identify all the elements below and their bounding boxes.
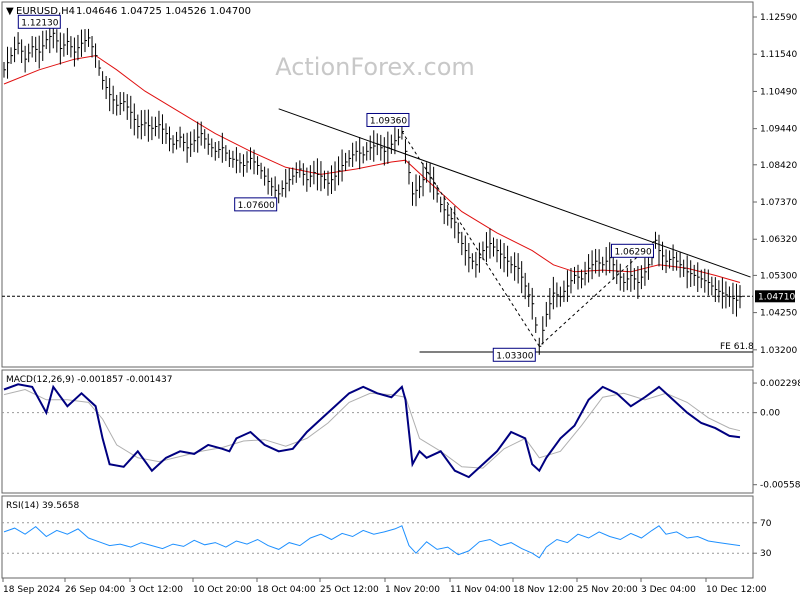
x-tick-label: 11 Nov 04:00 <box>450 585 511 595</box>
x-tick-label: 3 Dec 04:00 <box>641 585 696 595</box>
annotation-label: 1.09360 <box>370 116 407 126</box>
rsi-tick-label: 30 <box>760 549 772 559</box>
rsi-line <box>3 525 741 559</box>
x-tick-label: 25 Oct 12:00 <box>320 585 379 595</box>
annotation-box <box>610 243 654 258</box>
price-tick-label: 1.10490 <box>760 87 797 97</box>
macd-signal-line <box>3 388 741 469</box>
x-tick-label: 25 Nov 20:00 <box>577 585 638 595</box>
fe-label: FE 61.8 <box>720 342 754 352</box>
rsi-tick-label: 70 <box>760 519 772 529</box>
annotation-box <box>492 347 536 362</box>
annotation-box <box>17 14 61 29</box>
price-tick-label: 1.04250 <box>760 309 797 319</box>
x-tick-label: 26 Sep 04:00 <box>65 585 125 595</box>
annotation-label: 1.07600 <box>238 201 275 211</box>
annotation-label: 1.12130 <box>21 18 58 28</box>
price-tick-label: 1.03200 <box>760 346 797 356</box>
rsi-layer <box>2 522 753 559</box>
x-tick-label: 10 Dec 12:00 <box>706 585 767 595</box>
current-price-label: 1.04710 <box>758 292 795 302</box>
macd-tick-label: 0.00 <box>760 409 780 419</box>
macd-tick-label: 0.002298 <box>760 379 800 389</box>
macd-line <box>3 383 741 479</box>
header-symbol: EURUSD,H4 <box>16 6 75 17</box>
price-tick-label: 1.05300 <box>760 271 797 281</box>
macd-panel-frame <box>1 369 754 494</box>
fib-projection-line <box>401 131 656 348</box>
annotation-label: 1.06290 <box>614 247 651 257</box>
price-tick-label: 1.12590 <box>760 13 797 23</box>
x-tick-label: 18 Sep 2024 <box>3 585 60 595</box>
watermark: ActionForex.com <box>275 53 475 81</box>
header-arrow: ▼ <box>6 6 14 17</box>
header-ohlc: 1.04646 1.04725 1.04526 1.04700 <box>76 6 251 17</box>
price-panel-frame <box>1 1 754 368</box>
price-tick-label: 1.09440 <box>760 125 797 135</box>
macd-title: MACD(12,26,9) -0.001857 -0.001437 <box>6 375 172 385</box>
x-tick-label: 18 Oct 04:00 <box>257 585 316 595</box>
annotation-box <box>366 112 410 127</box>
panel-frames <box>1 1 754 579</box>
macd-layer <box>2 383 753 479</box>
annotation-label: 1.03300 <box>496 351 533 361</box>
price-tick-label: 1.08420 <box>760 161 797 171</box>
price-tick-label: 1.11540 <box>760 50 797 60</box>
rsi-title: RSI(14) 39.5658 <box>6 501 79 511</box>
price-layer: FE 61.8 1.12130 1.07600 1.09360 1.03300 1.062… <box>2 14 754 362</box>
axis-layer: 1.12590 1.11540 1.10490 1.09440 1.08420 1.073… <box>2 13 800 595</box>
price-tick-label: 1.06320 <box>760 235 797 245</box>
x-tick-label: 3 Oct 12:00 <box>130 585 183 595</box>
ema-line <box>3 55 741 283</box>
macd-tick-label: -0.005589 <box>760 481 800 491</box>
x-tick-label: 18 Nov 12:00 <box>513 585 574 595</box>
rsi-panel-frame <box>1 495 754 579</box>
x-tick-label: 1 Nov 20:00 <box>385 585 440 595</box>
x-tick-label: 10 Oct 20:00 <box>193 585 252 595</box>
price-tick-label: 1.07370 <box>760 198 797 208</box>
trendline <box>278 108 751 278</box>
chart-header: ▼ EURUSD,H4 1.04646 1.04725 1.04526 1.04… <box>6 6 251 17</box>
current-price-box <box>755 290 795 303</box>
annotation-box <box>234 197 278 212</box>
